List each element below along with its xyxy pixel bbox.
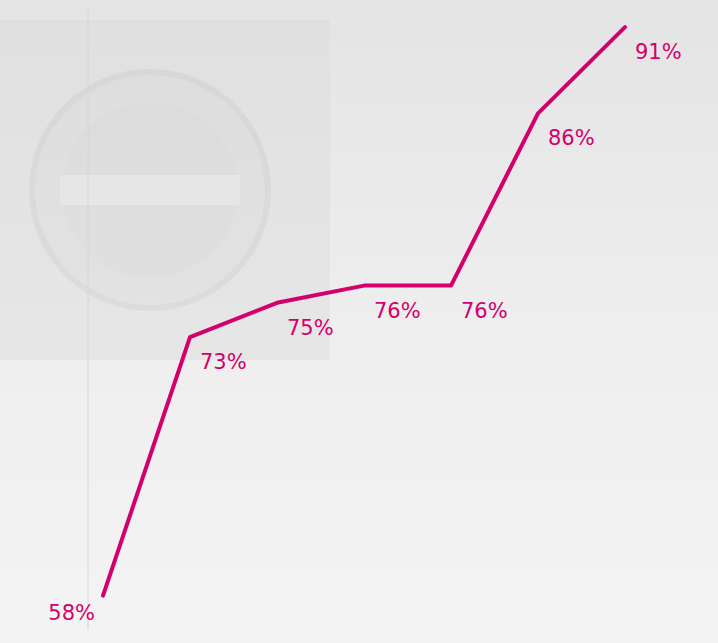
data-label: 76% xyxy=(461,299,508,323)
data-label: 76% xyxy=(374,299,421,323)
data-label: 86% xyxy=(548,126,595,150)
background-decoration xyxy=(0,20,330,360)
device-body xyxy=(0,20,330,360)
chart: 58% 73% 75% 76% 76% 86% 91% xyxy=(0,0,718,643)
data-label: 75% xyxy=(287,316,334,340)
plot-area xyxy=(103,27,625,595)
line xyxy=(103,27,625,595)
y-axis-line xyxy=(88,10,89,630)
speaker xyxy=(32,72,268,308)
speaker-band xyxy=(60,175,240,205)
data-label: 91% xyxy=(635,40,682,64)
data-label: 73% xyxy=(200,350,247,374)
data-labels: 58% 73% 75% 76% 76% 86% 91% xyxy=(48,40,681,624)
data-label: 58% xyxy=(48,601,95,625)
